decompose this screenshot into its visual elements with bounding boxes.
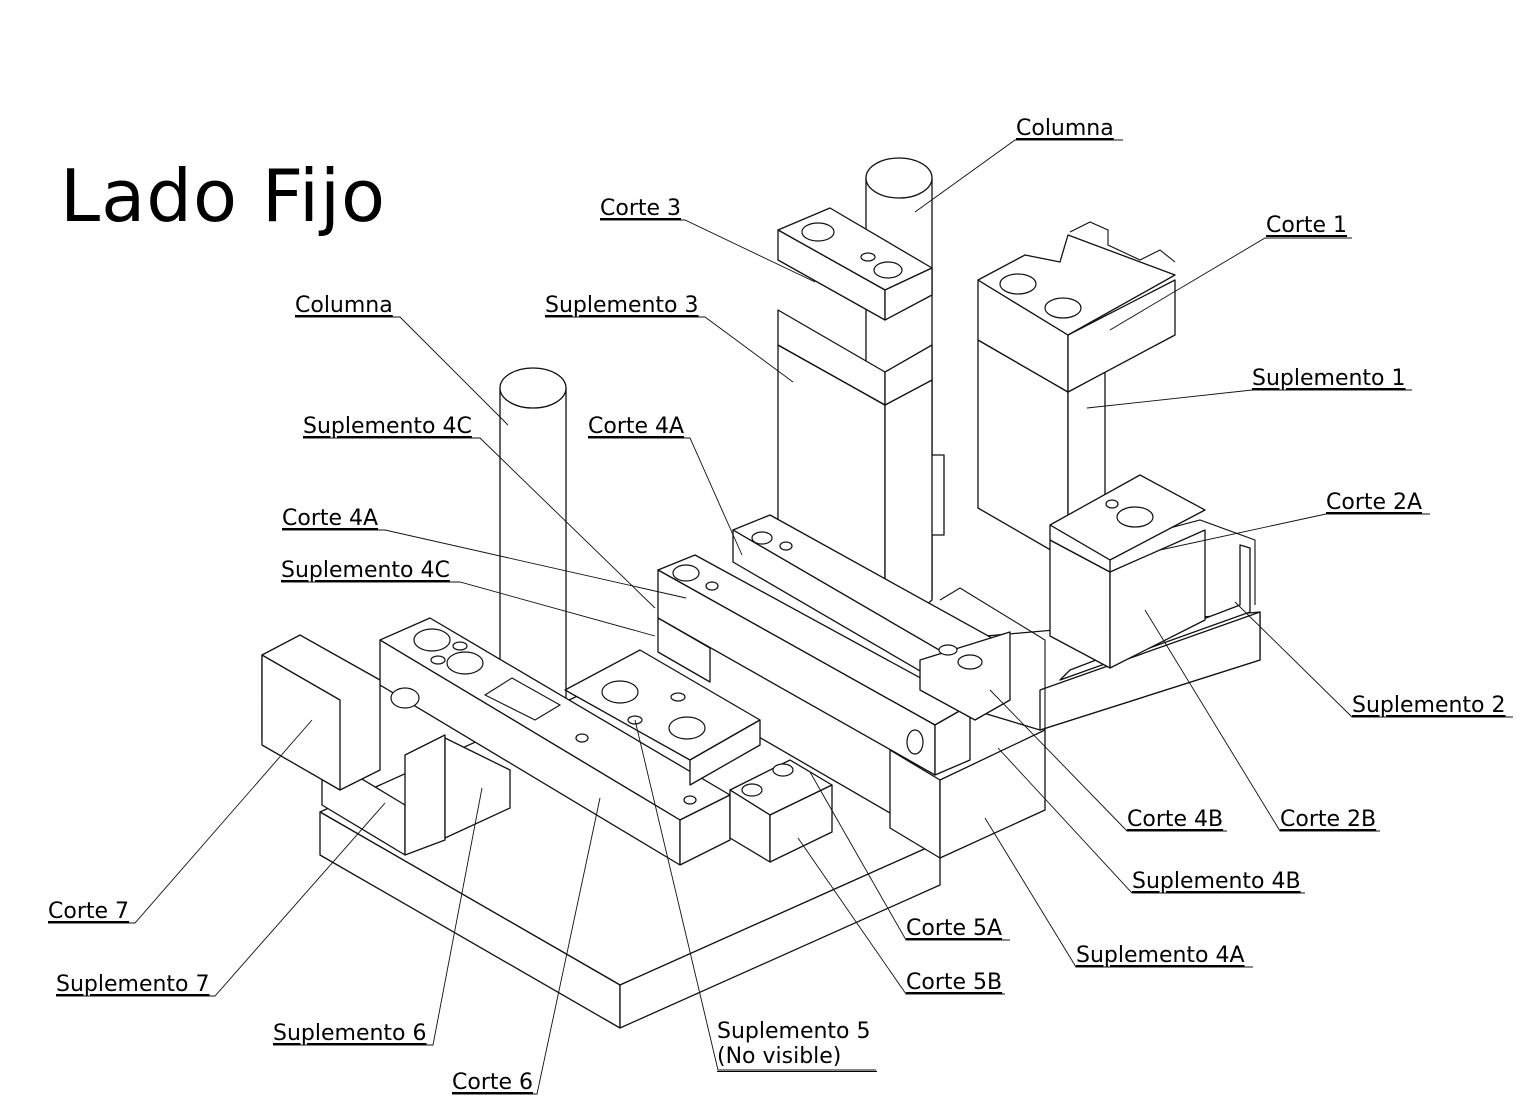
label-corte-4a: Corte 4A [282,506,379,531]
label-corte-5b: Corte 5B [906,970,1003,995]
label-corte-2b: Corte 2B [1280,807,1377,832]
label-suplemento-5-line1: Suplemento 5 [717,1019,871,1044]
label-suplemento-4a: Suplemento 4A [1076,943,1245,968]
block-corte-7 [261,634,511,856]
label-corte-2a: Corte 2A [1326,490,1423,515]
label-corte-4b: Corte 4B [1127,807,1224,832]
label-suplemento-6: Suplemento 6 [273,1021,427,1046]
label-suplemento-5: Suplemento 5 (No visible) [717,1019,877,1073]
label-suplemento-4b: Suplemento 4B [1132,869,1301,894]
stack-suplemento-4 [889,587,1046,859]
label-suplemento-7: Suplemento 7 [56,972,210,997]
label-corte-7: Corte 7 [48,899,130,924]
drawing-title: Lado Fijo [60,154,387,238]
label-suplemento-2: Suplemento 2 [1352,693,1506,718]
label-suplemento-3: Suplemento 3 [545,293,699,318]
label-columna-top: Columna [1016,116,1114,141]
block-corte-5 [729,759,833,863]
label-corte-4a-top: Corte 4A [588,414,685,439]
label-suplemento-5-line2: (No visible) [717,1044,877,1073]
leader-lines [48,139,1513,1095]
label-suplemento-4c: Suplemento 4C [281,558,450,583]
block-corte-2 [1049,474,1206,669]
label-corte-1: Corte 1 [1266,213,1348,238]
suplemento-2-plate [939,519,1261,731]
label-corte-3: Corte 3 [600,196,682,221]
label-corte-6: Corte 6 [452,1070,534,1095]
center-plate [564,649,761,786]
label-corte-5a: Corte 5A [906,916,1003,941]
bar-corte-4a-front [657,554,971,776]
label-suplemento-1: Suplemento 1 [1252,366,1406,391]
label-suplemento-4c-top: Suplemento 4C [303,414,472,439]
label-columna-left: Columna [295,293,393,318]
